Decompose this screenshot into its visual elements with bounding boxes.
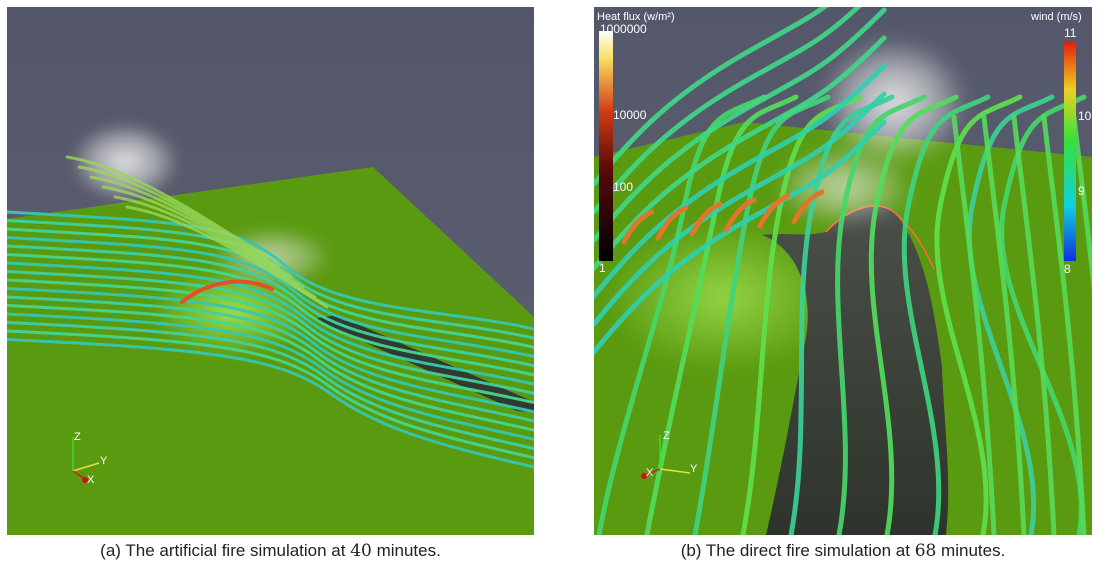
caption-a: (a) The artificial fire simulation at 40…	[7, 541, 534, 561]
hot-streamline	[655, 205, 689, 241]
caption-a-suffix: minutes.	[371, 541, 441, 560]
streamline	[999, 94, 1087, 535]
wind-tick: 8	[1064, 262, 1071, 276]
caption-b: (b) The direct fire simulation at 68 min…	[594, 541, 1092, 561]
axis-x-label: X	[87, 474, 95, 486]
axis-x-line	[72, 470, 86, 480]
wind-tick: 10	[1078, 109, 1092, 123]
heat-flux-tick: 10000	[613, 108, 647, 122]
streamline	[594, 7, 829, 187]
streamline	[835, 94, 927, 535]
heat-flux-tick: 1000000	[600, 22, 647, 36]
streamline	[594, 7, 887, 243]
heat-flux-tick: 1	[599, 261, 606, 275]
smoke-plume-lower	[774, 147, 914, 227]
wind-colorbar	[1064, 41, 1076, 261]
wind-streamlines	[7, 155, 534, 469]
hot-streamline	[180, 279, 274, 304]
streamline	[1011, 114, 1057, 535]
streamline	[7, 253, 534, 377]
streamline	[7, 321, 534, 451]
caption-b-minutes: 68	[914, 541, 937, 561]
streamline	[740, 94, 863, 535]
streamline	[7, 329, 534, 460]
streamline	[7, 244, 534, 368]
wind-tick: 11	[1064, 26, 1077, 40]
streamline	[868, 94, 959, 535]
axis-z-label: Z	[74, 431, 81, 443]
streamline	[89, 175, 293, 279]
axis-y-line	[659, 468, 691, 474]
axis-y-label: Y	[100, 455, 108, 467]
streamline	[1041, 114, 1087, 535]
streamline	[7, 338, 534, 469]
streamline	[594, 35, 887, 271]
streamline	[788, 94, 895, 535]
caption-a-prefix: (a) The artificial fire simulation at	[100, 541, 351, 560]
axis-x-line	[645, 468, 661, 476]
heat-flux-tick: 100	[613, 180, 634, 194]
streamline	[7, 304, 534, 432]
hot-streamline	[621, 209, 655, 245]
streamline	[7, 210, 534, 331]
hot-streamline	[791, 189, 825, 225]
smoke-plume	[70, 122, 180, 202]
streamline	[101, 185, 305, 289]
streamline	[594, 7, 862, 215]
axis-triad	[72, 437, 100, 483]
axis-origin	[82, 477, 88, 483]
panel-b-scene	[594, 7, 1092, 535]
streamline	[901, 94, 991, 535]
streamline	[113, 195, 317, 299]
axis-x-label: X	[646, 467, 654, 479]
hot-streamline	[689, 201, 723, 237]
caption-b-prefix: (b) The direct fire simulation at	[680, 541, 915, 560]
axis-triad	[641, 435, 691, 479]
fire-glow	[604, 222, 844, 372]
heat-flux-colorbar	[599, 31, 613, 261]
hot-streamline	[757, 193, 791, 229]
axis-origin	[641, 473, 647, 479]
artificial-fire-render: Z Y X	[7, 7, 534, 535]
streamline	[7, 295, 534, 423]
direct-fire-render: Heat flux (w/m²) 1000000 10000 100 1 win…	[594, 7, 1092, 535]
wind-streamlines	[594, 7, 1092, 535]
caption-a-minutes: 40	[350, 541, 372, 561]
streamline	[7, 270, 534, 395]
streamline	[7, 236, 534, 359]
streamline	[7, 278, 534, 405]
streamline	[934, 94, 1023, 535]
heat-flux-legend-title: Heat flux (w/m²)	[597, 11, 675, 23]
wind-tick: 9	[1078, 184, 1085, 198]
streamline	[125, 205, 329, 309]
streamline	[1071, 114, 1092, 291]
streamline	[7, 261, 534, 386]
streamline	[77, 165, 281, 269]
axis-y-line	[72, 462, 100, 472]
streamline	[951, 114, 997, 535]
burnt-region	[762, 205, 949, 535]
streamline	[644, 94, 799, 535]
wind-legend-title: wind (m/s)	[1031, 11, 1082, 23]
hot-streamline	[723, 197, 757, 233]
axis-z-label: Z	[663, 430, 670, 442]
streamline	[594, 119, 887, 355]
caption-b-suffix: minutes.	[936, 541, 1006, 560]
streamline	[981, 114, 1027, 535]
streamline	[65, 155, 269, 259]
panel-a-scene	[7, 7, 534, 535]
axis-y-label: Y	[690, 463, 698, 475]
streamline	[596, 94, 767, 535]
streamline	[7, 287, 534, 414]
streamline	[594, 63, 887, 299]
streamline	[594, 91, 887, 327]
streamline	[7, 312, 534, 441]
